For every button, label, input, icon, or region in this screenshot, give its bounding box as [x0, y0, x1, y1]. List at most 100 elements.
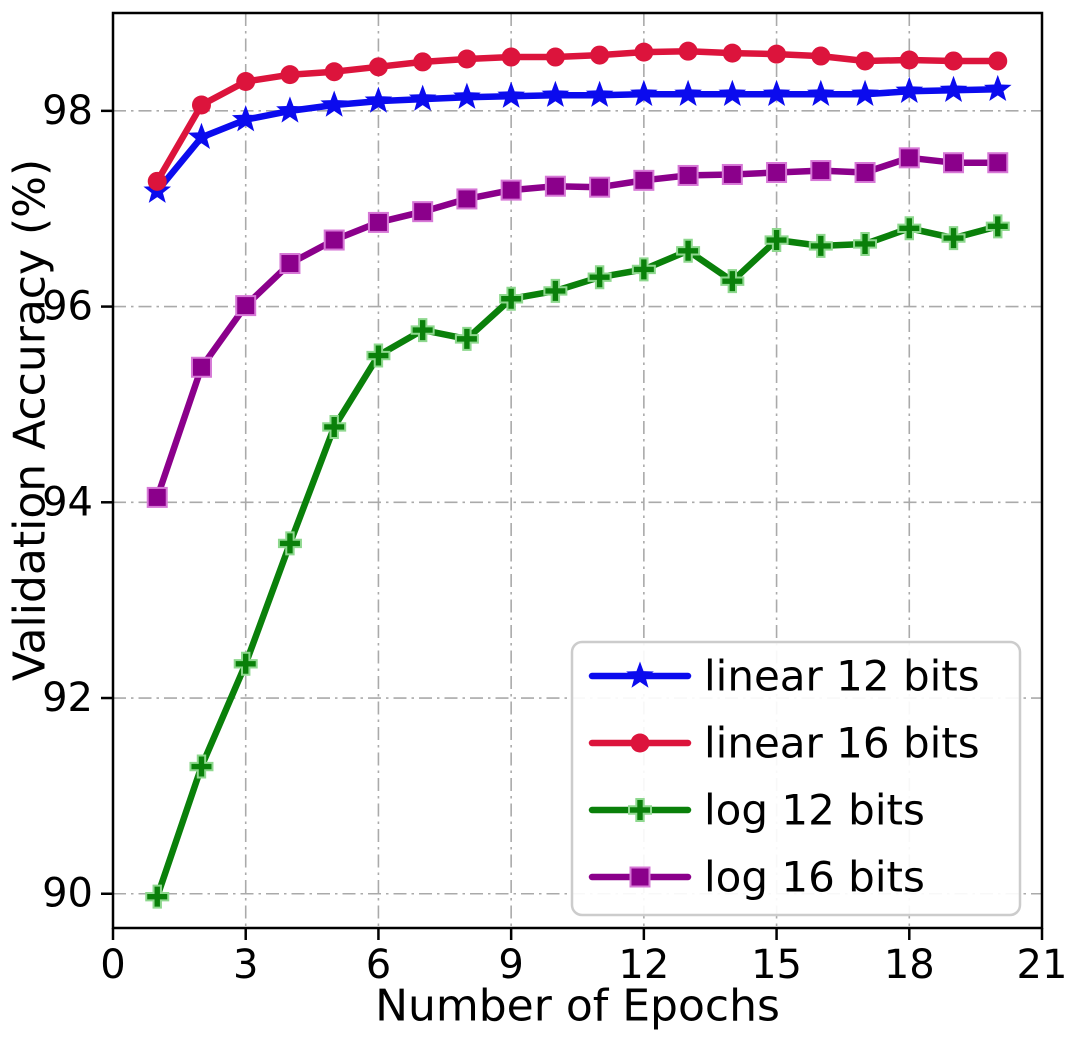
plus-marker — [764, 228, 789, 253]
square-marker — [235, 295, 257, 317]
circle-marker — [722, 43, 742, 63]
x-axis-label: Number of Epochs — [375, 981, 780, 1032]
x-tick-label: 0 — [100, 942, 125, 988]
plus-marker — [366, 343, 391, 368]
plus-marker — [985, 214, 1010, 239]
square-marker — [412, 201, 434, 223]
plus-marker — [322, 414, 347, 439]
plus-marker — [277, 531, 302, 556]
legend-label: log 12 bits — [704, 786, 925, 835]
plus-marker — [808, 233, 833, 258]
star-marker — [276, 96, 304, 123]
circle-marker — [944, 51, 964, 71]
star-marker — [807, 79, 835, 106]
circle-marker — [899, 50, 919, 70]
plus-marker — [189, 754, 214, 779]
star-marker — [983, 74, 1012, 102]
series-linear-16-bits — [147, 41, 1008, 191]
legend-label: log 16 bits — [704, 853, 925, 902]
circle-marker — [678, 41, 698, 61]
legend: linear 12 bits linear 16 bits log 12 bits l… — [570, 640, 1022, 917]
star-marker — [320, 90, 348, 117]
star-marker — [585, 80, 614, 107]
star-marker — [939, 75, 968, 103]
circle-marker — [413, 52, 433, 72]
plus-marker — [499, 286, 524, 311]
star-marker — [231, 105, 260, 132]
legend-entry-log-12-bits: log 12 bits — [588, 786, 925, 835]
circle-marker — [630, 733, 650, 753]
square-marker — [544, 175, 566, 197]
x-tick-label: 3 — [233, 942, 258, 988]
star-marker — [630, 79, 658, 106]
square-marker — [677, 164, 699, 186]
legend-label: linear 12 bits — [704, 652, 980, 701]
star-marker — [895, 76, 924, 104]
plus-marker — [853, 231, 878, 256]
plus-marker — [587, 265, 612, 290]
series-log-16-bits — [146, 147, 1009, 508]
circle-marker — [147, 171, 167, 191]
star-marker — [187, 122, 216, 150]
circle-marker — [634, 42, 654, 62]
square-marker — [367, 211, 389, 233]
square-marker — [633, 169, 655, 191]
circle-marker — [767, 44, 787, 64]
star-marker — [497, 81, 525, 108]
circle-marker — [368, 57, 388, 77]
square-marker — [854, 162, 876, 184]
square-marker — [456, 188, 478, 210]
x-tick-label: 21 — [1017, 942, 1068, 988]
x-tick-label: 6 — [366, 942, 391, 988]
square-marker — [810, 160, 832, 182]
square-marker — [943, 152, 965, 174]
plus-marker — [676, 238, 701, 263]
star-marker — [408, 84, 437, 111]
plus-marker — [631, 257, 656, 282]
y-tick-label: 96 — [42, 284, 93, 330]
square-marker — [279, 253, 301, 275]
square-marker — [987, 152, 1009, 174]
square-marker — [629, 866, 651, 888]
legend-entry-log-16-bits: log 16 bits — [588, 853, 925, 902]
star-marker — [718, 79, 747, 106]
circle-marker — [457, 49, 477, 69]
tick-labels: 0 3 6 9 12 15 18 21 90 92 94 96 98 — [42, 88, 1067, 988]
star-marker — [851, 79, 879, 106]
x-tick-label: 9 — [498, 942, 523, 988]
tick-marks — [101, 109, 1044, 940]
circle-marker — [988, 51, 1008, 71]
y-axis-label: Validation Accuracy (%) — [5, 159, 56, 681]
circle-marker — [590, 45, 610, 65]
square-marker — [190, 356, 212, 378]
square-marker — [766, 162, 788, 184]
circle-marker — [280, 65, 300, 85]
legend-label: linear 16 bits — [704, 719, 980, 768]
circle-marker — [236, 72, 256, 92]
square-marker — [721, 163, 743, 185]
plus-marker — [145, 884, 170, 909]
star-marker — [364, 86, 393, 113]
y-tick-label: 98 — [42, 88, 93, 134]
circle-marker — [191, 95, 211, 115]
x-tick-label: 12 — [618, 942, 669, 988]
star-marker — [626, 661, 654, 688]
star-marker — [453, 82, 481, 109]
square-marker — [323, 229, 345, 251]
plus-marker — [410, 318, 435, 343]
plus-marker — [720, 269, 745, 294]
series-log-12-bits — [145, 214, 1010, 909]
plus-marker — [941, 226, 966, 251]
circle-marker — [811, 46, 831, 66]
plus-marker — [628, 798, 652, 822]
star-marker — [541, 80, 570, 107]
x-tick-label: 18 — [884, 942, 935, 988]
circle-marker — [324, 62, 344, 82]
x-tick-label: 15 — [751, 942, 802, 988]
y-tick-label: 90 — [42, 871, 93, 917]
series-linear-12-bits — [143, 74, 1012, 203]
plot-border — [111, 11, 1044, 930]
square-marker — [589, 176, 611, 198]
circle-marker — [501, 47, 521, 67]
